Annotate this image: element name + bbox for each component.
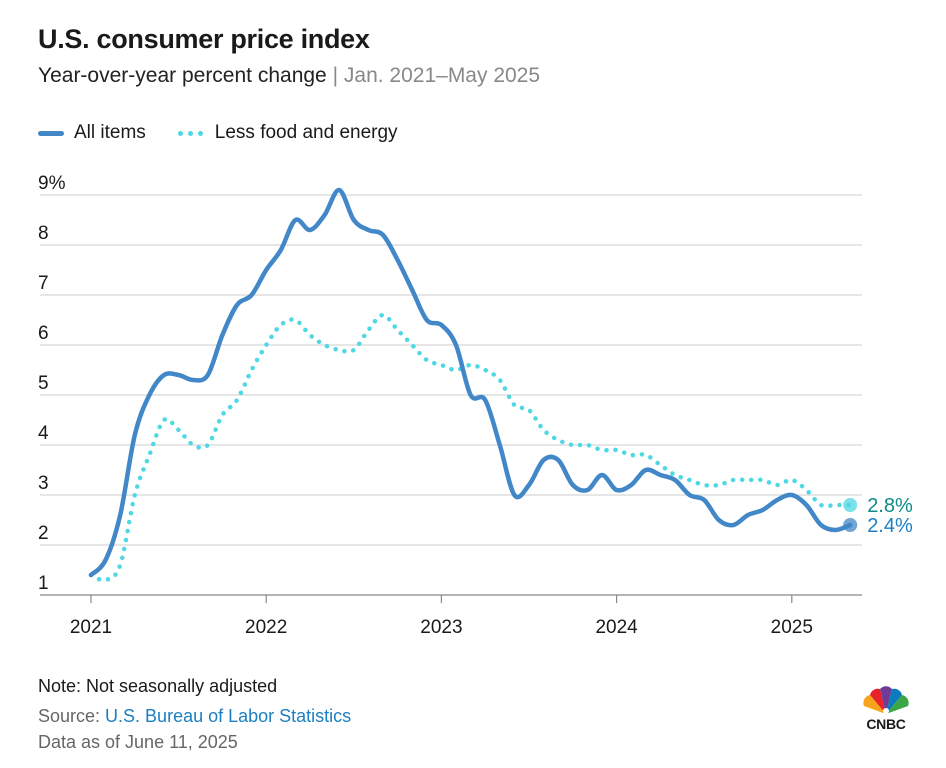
chart-subtitle: Year-over-year percent change | Jan. 202… <box>38 64 540 88</box>
series-line-all-items <box>88 187 853 578</box>
peacock-icon <box>863 686 909 714</box>
source-link[interactable]: U.S. Bureau of Labor Statistics <box>105 706 352 726</box>
x-tick-label: 2022 <box>245 617 287 638</box>
subtitle-main: Year-over-year percent change <box>38 64 327 87</box>
cnbc-logo: CNBC <box>858 686 914 732</box>
x-tick-label: 2021 <box>70 617 112 638</box>
y-tick-label: 1 <box>38 573 49 594</box>
line-chart: 1 2 3 4 5 6 7 8 9% 2021 2022 2023 2024 2025 2.8%2.4% <box>38 173 913 638</box>
chart-note: Note: Not seasonally adjusted <box>38 676 278 696</box>
chart-legend: All items Less food and energy <box>38 122 430 144</box>
end-marker-core <box>843 498 858 512</box>
subtitle-separator: | <box>332 64 339 87</box>
logo-wordmark: CNBC <box>866 716 906 732</box>
legend-item-core: Less food and energy <box>177 122 398 144</box>
end-label-all-items: 2.4% <box>867 515 913 537</box>
series-layer <box>88 187 853 583</box>
axis-layer: 1 2 3 4 5 6 7 8 9% 2021 2022 2023 2024 2025 <box>38 173 862 638</box>
legend-label-core: Less food and energy <box>214 122 398 143</box>
y-tick-label: 2 <box>38 523 49 544</box>
legend-swatch-solid-line <box>38 130 64 136</box>
y-tick-label: 7 <box>38 273 49 294</box>
source-prefix: Source: <box>38 706 106 726</box>
series-line-core <box>88 312 853 583</box>
y-tick-label: 8 <box>38 223 49 244</box>
y-tick-label: 9% <box>38 173 66 194</box>
legend-label-all-items: All items <box>74 122 146 143</box>
end-label-core: 2.8% <box>867 495 913 517</box>
subtitle-range: Jan. 2021–May 2025 <box>343 64 541 87</box>
x-tick-label: 2023 <box>420 617 462 638</box>
x-tick-label: 2025 <box>771 617 813 638</box>
chart-title: U.S. consumer price index <box>38 24 370 54</box>
y-tick-label: 4 <box>38 423 49 444</box>
y-tick-label: 3 <box>38 473 49 494</box>
data-as-of: Data as of June 11, 2025 <box>38 732 238 752</box>
chart-source: Source: U.S. Bureau of Labor Statistics <box>38 706 351 727</box>
x-tick-label: 2024 <box>595 617 638 638</box>
legend-item-all-items: All items <box>38 122 146 144</box>
label-layer: 2.8%2.4% <box>843 495 913 537</box>
y-tick-label: 5 <box>38 373 49 394</box>
grid-layer <box>40 194 862 546</box>
y-tick-label: 6 <box>38 323 49 344</box>
legend-swatch-dotted-line <box>177 130 203 136</box>
end-marker-all-items <box>843 518 858 532</box>
